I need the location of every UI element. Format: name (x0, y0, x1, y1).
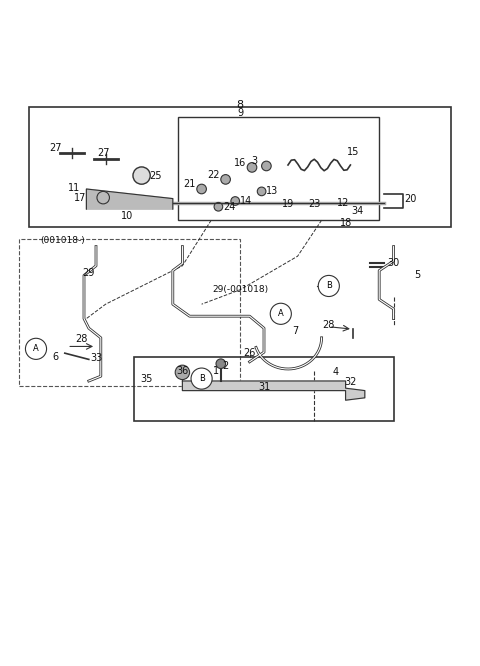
Bar (178, 117, 379, 220)
Text: 31: 31 (258, 382, 270, 392)
Circle shape (25, 338, 47, 360)
Text: 29(-001018): 29(-001018) (212, 285, 268, 294)
Text: 13: 13 (266, 186, 278, 196)
Circle shape (270, 303, 291, 324)
Circle shape (257, 187, 266, 196)
Text: 17: 17 (74, 192, 87, 202)
Text: B: B (326, 282, 332, 290)
Circle shape (175, 365, 190, 380)
Circle shape (133, 167, 150, 184)
Text: 26: 26 (243, 348, 256, 358)
Text: 27: 27 (49, 143, 61, 153)
Text: 11: 11 (68, 183, 81, 193)
Text: A: A (33, 344, 39, 354)
Text: 25: 25 (150, 171, 162, 181)
Text: (001018-): (001018-) (40, 236, 85, 245)
Text: 33: 33 (90, 353, 102, 363)
Text: 5: 5 (414, 270, 421, 280)
Circle shape (262, 161, 271, 170)
Text: B: B (199, 374, 204, 383)
Text: 18: 18 (339, 218, 352, 228)
Circle shape (318, 276, 339, 296)
Text: 6: 6 (52, 352, 58, 362)
Text: 4: 4 (333, 368, 339, 378)
Bar (134, 356, 394, 422)
Text: 21: 21 (183, 179, 196, 189)
Text: 16: 16 (234, 158, 246, 168)
Text: 15: 15 (347, 147, 359, 157)
Circle shape (221, 174, 230, 184)
Text: 36: 36 (176, 366, 189, 376)
Text: 8: 8 (237, 100, 243, 110)
Text: 24: 24 (223, 202, 235, 212)
Polygon shape (86, 189, 173, 209)
Polygon shape (182, 381, 365, 400)
Circle shape (231, 196, 240, 205)
Circle shape (216, 359, 226, 368)
Text: 10: 10 (121, 211, 133, 221)
Text: 28: 28 (323, 320, 335, 330)
Text: 34: 34 (351, 206, 364, 216)
Text: 22: 22 (207, 170, 220, 180)
Text: 35: 35 (140, 374, 153, 384)
Text: 2: 2 (222, 361, 229, 371)
Text: 12: 12 (337, 198, 349, 208)
Circle shape (191, 368, 212, 389)
Text: 9: 9 (237, 108, 243, 118)
Text: 1: 1 (213, 366, 219, 376)
Text: 28: 28 (75, 334, 88, 344)
Text: 30: 30 (387, 258, 400, 268)
Text: 20: 20 (404, 194, 417, 204)
Bar (29, 107, 451, 227)
Text: 14: 14 (240, 196, 252, 206)
Circle shape (247, 163, 257, 172)
Text: 27: 27 (97, 148, 109, 158)
Text: 19: 19 (282, 199, 294, 209)
Text: 7: 7 (292, 326, 299, 336)
Text: 29: 29 (83, 268, 95, 278)
Text: A: A (278, 309, 284, 318)
Bar (19, 239, 240, 386)
Text: 3: 3 (252, 156, 257, 166)
Text: 32: 32 (344, 378, 357, 388)
Circle shape (197, 184, 206, 194)
Circle shape (214, 202, 223, 211)
Text: 23: 23 (308, 199, 321, 209)
